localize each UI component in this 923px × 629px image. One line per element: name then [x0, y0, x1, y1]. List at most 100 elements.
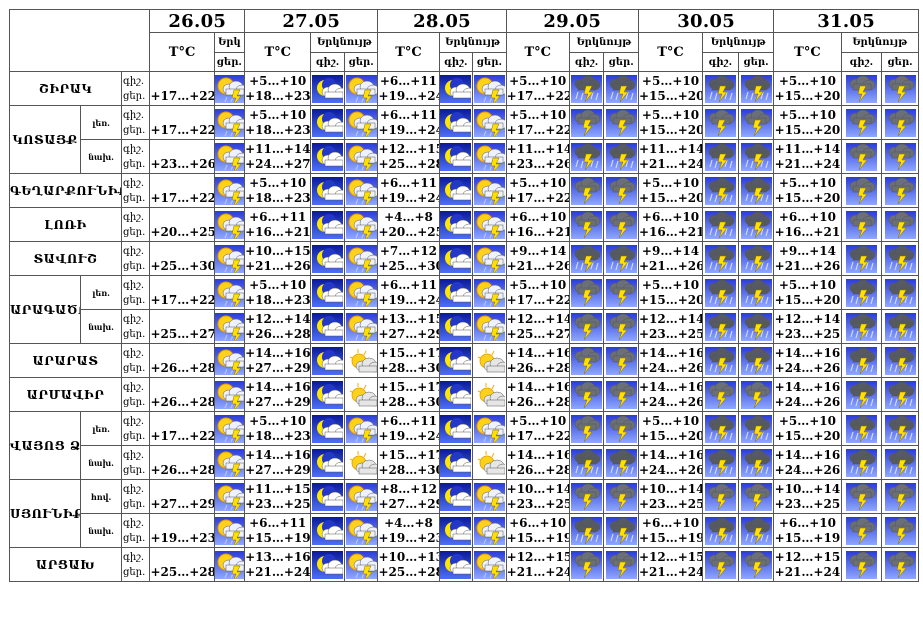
day-label: ցեր. [472, 52, 507, 72]
moon-cloud-icon [312, 278, 344, 307]
temperature-range: +10…+13 +25…+28 [377, 547, 440, 582]
thunderstorm-rain-icon [704, 448, 736, 477]
thunderstorm-rain-icon [605, 74, 637, 103]
temp-night: +5…+10 [509, 277, 567, 292]
thunderstorm-icon [840, 547, 883, 582]
temperature-range: +14…+16 +24…+26 [637, 445, 704, 480]
temp-day: +24…+26 [774, 394, 841, 409]
temperature-range: +11…+15 +23…+25 [244, 479, 312, 514]
temperature-day: +17…+22 [149, 411, 215, 446]
temp-night-empty [151, 244, 213, 259]
thunderstorm-icon [737, 105, 775, 140]
region-row: ԿՈՏԱՅՔ լեռ. գիշ. ցեր. +17…+22 +5…+10 +18…+23 +… [8, 105, 919, 174]
temp-night: +11…+14 [245, 141, 311, 156]
temp-day: +15…+20 [774, 292, 841, 307]
temp-night: +14…+16 [774, 345, 841, 360]
temperature-range: +10…+15 +21…+26 [244, 241, 312, 276]
partly-sunny-rain-icon [345, 482, 377, 511]
moon-cloud-icon [312, 448, 344, 477]
moon-cloud-icon [310, 547, 345, 582]
sky-label: Երկնույթ [840, 32, 919, 53]
temp-day: +23…+26 [506, 156, 570, 171]
region-name: ԼՈՌԻ [9, 207, 122, 242]
region-name: ԱՐՑԱԽ [9, 547, 122, 582]
moon-cloud-icon [310, 479, 345, 514]
thunderstorm-icon [702, 105, 739, 140]
moon-cloud-icon [438, 445, 474, 480]
thunderstorm-icon [840, 207, 883, 242]
thunderstorm-icon [571, 210, 603, 239]
thunderstorm-icon [571, 312, 603, 341]
date-header: 31.05 [773, 9, 919, 33]
moon-cloud-icon [312, 414, 344, 443]
temp-label: T°C [505, 32, 570, 72]
thunderstorm-icon [603, 309, 639, 344]
corner-cell [8, 9, 151, 72]
moon-cloud-icon [312, 244, 344, 273]
partly-sunny-rain-icon [343, 513, 379, 548]
thunderstorm-icon [568, 343, 605, 378]
moon-cloud-icon [440, 278, 472, 307]
partly-sunny-rain-icon [472, 105, 507, 140]
night-label: գիշ. [122, 109, 145, 121]
temp-day: +15…+20 [638, 190, 703, 205]
thunderstorm-icon [845, 176, 877, 205]
temp-night: +6…+11 [379, 107, 438, 122]
temp-night: +14…+16 [506, 379, 570, 394]
subregion-label: նախ. [80, 309, 122, 344]
temperature-range: +15…+17 +28…+30 [377, 377, 440, 412]
region-row: նախ. գիշ. ցեր. +19…+23 +6…+11 +15…+19 +4…+8 +1… [10, 513, 919, 548]
temp-label: T°C [149, 32, 215, 72]
moon-cloud-icon [438, 479, 474, 514]
temp-day: +17…+22 [150, 428, 215, 443]
temp-day: +26…+28 [150, 394, 215, 409]
thunderstorm-rain-icon [845, 380, 877, 409]
temp-day: +26…+28 [506, 394, 570, 409]
thunderstorm-rain-icon [881, 343, 919, 378]
partly-sunny-rain-icon [473, 278, 505, 307]
temperature-range: +6…+10 +16…+21 [637, 207, 704, 242]
temp-day: +21…+26 [638, 258, 703, 273]
temp-day: +17…+22 [150, 292, 215, 307]
temp-day: +23…+25 [245, 496, 311, 511]
moon-cloud-icon [438, 411, 474, 446]
thunderstorm-rain-icon [605, 142, 637, 171]
temperature-range: +14…+16 +26…+28 [505, 377, 570, 412]
region-row: ՍՅՈՒՆԻՔ հով. գիշ. ցեր. +27…+29 +11…+15 +23…+2… [8, 479, 919, 548]
temp-night: +8…+12 [379, 481, 438, 496]
thunderstorm-rain-icon [603, 139, 639, 174]
moon-cloud-icon [310, 445, 345, 480]
sun-cloud-icon [345, 380, 377, 409]
temp-day: +26…+28 [245, 326, 311, 341]
moon-cloud-icon [440, 380, 472, 409]
temp-night-empty [151, 108, 213, 123]
temp-night: +12…+15 [638, 549, 703, 564]
moon-cloud-icon [440, 142, 472, 171]
temperature-range: +14…+16 +26…+28 [505, 445, 570, 480]
thunderstorm-rain-icon [840, 343, 883, 378]
region-name: ՇԻՐԱԿ [9, 71, 122, 106]
sky-label: Երկնույթ [438, 32, 507, 53]
thunderstorm-icon [845, 108, 877, 137]
temp-night-empty [151, 74, 213, 89]
temperature-range: +5…+10 +15…+20 [637, 71, 704, 106]
temperature-range: +5…+10 +18…+23 [244, 71, 312, 106]
sky-label: Երկ [213, 32, 246, 53]
temp-day: +19…+24 [378, 88, 439, 103]
moon-cloud-icon [440, 482, 472, 511]
thunderstorm-icon [603, 275, 639, 310]
thunderstorm-icon [884, 482, 916, 511]
temp-night: +6…+10 [641, 209, 700, 224]
temperature-range: +5…+10 +15…+20 [773, 71, 842, 106]
day-label: ցեր. [122, 430, 146, 442]
temp-night: +5…+10 [509, 73, 567, 88]
temp-night-empty [151, 448, 213, 463]
temp-day: +17…+22 [150, 122, 215, 137]
partly-sunny-rain-icon [343, 411, 379, 446]
temp-day: +17…+22 [150, 88, 215, 103]
thunderstorm-rain-icon [740, 448, 772, 477]
temp-day: +28…+30 [378, 360, 439, 375]
night-day-labels: գիշ. ցեր. [120, 275, 151, 310]
thunderstorm-rain-icon [740, 244, 772, 273]
temp-day: +25…+27 [506, 326, 570, 341]
